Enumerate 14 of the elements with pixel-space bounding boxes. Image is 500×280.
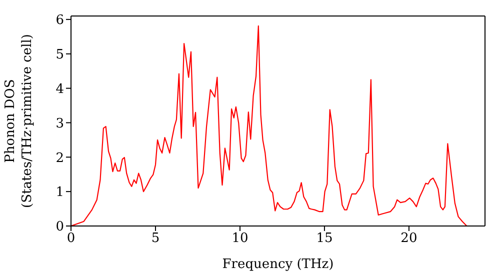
y-tick-label: 2: [56, 150, 64, 166]
x-axis-title: Frequency (THz): [222, 257, 334, 272]
y-tick-label: 0: [56, 220, 64, 235]
x-tick-label: 10: [232, 231, 248, 246]
y-tick-label: 4: [56, 82, 64, 97]
x-tick-label: 20: [400, 231, 418, 246]
x-tick-label: 5: [151, 231, 160, 246]
y-tick-label: 1: [56, 185, 64, 200]
y-tick-label: 6: [56, 13, 64, 28]
y-axis-title: Phonon DOS (States/THz·primitive cell): [3, 34, 35, 208]
x-tick-label: 0: [66, 231, 76, 246]
y-tick-label: 3: [56, 116, 64, 132]
x-tick-label: 15: [316, 231, 333, 246]
y-tick-label: 5: [56, 47, 64, 62]
